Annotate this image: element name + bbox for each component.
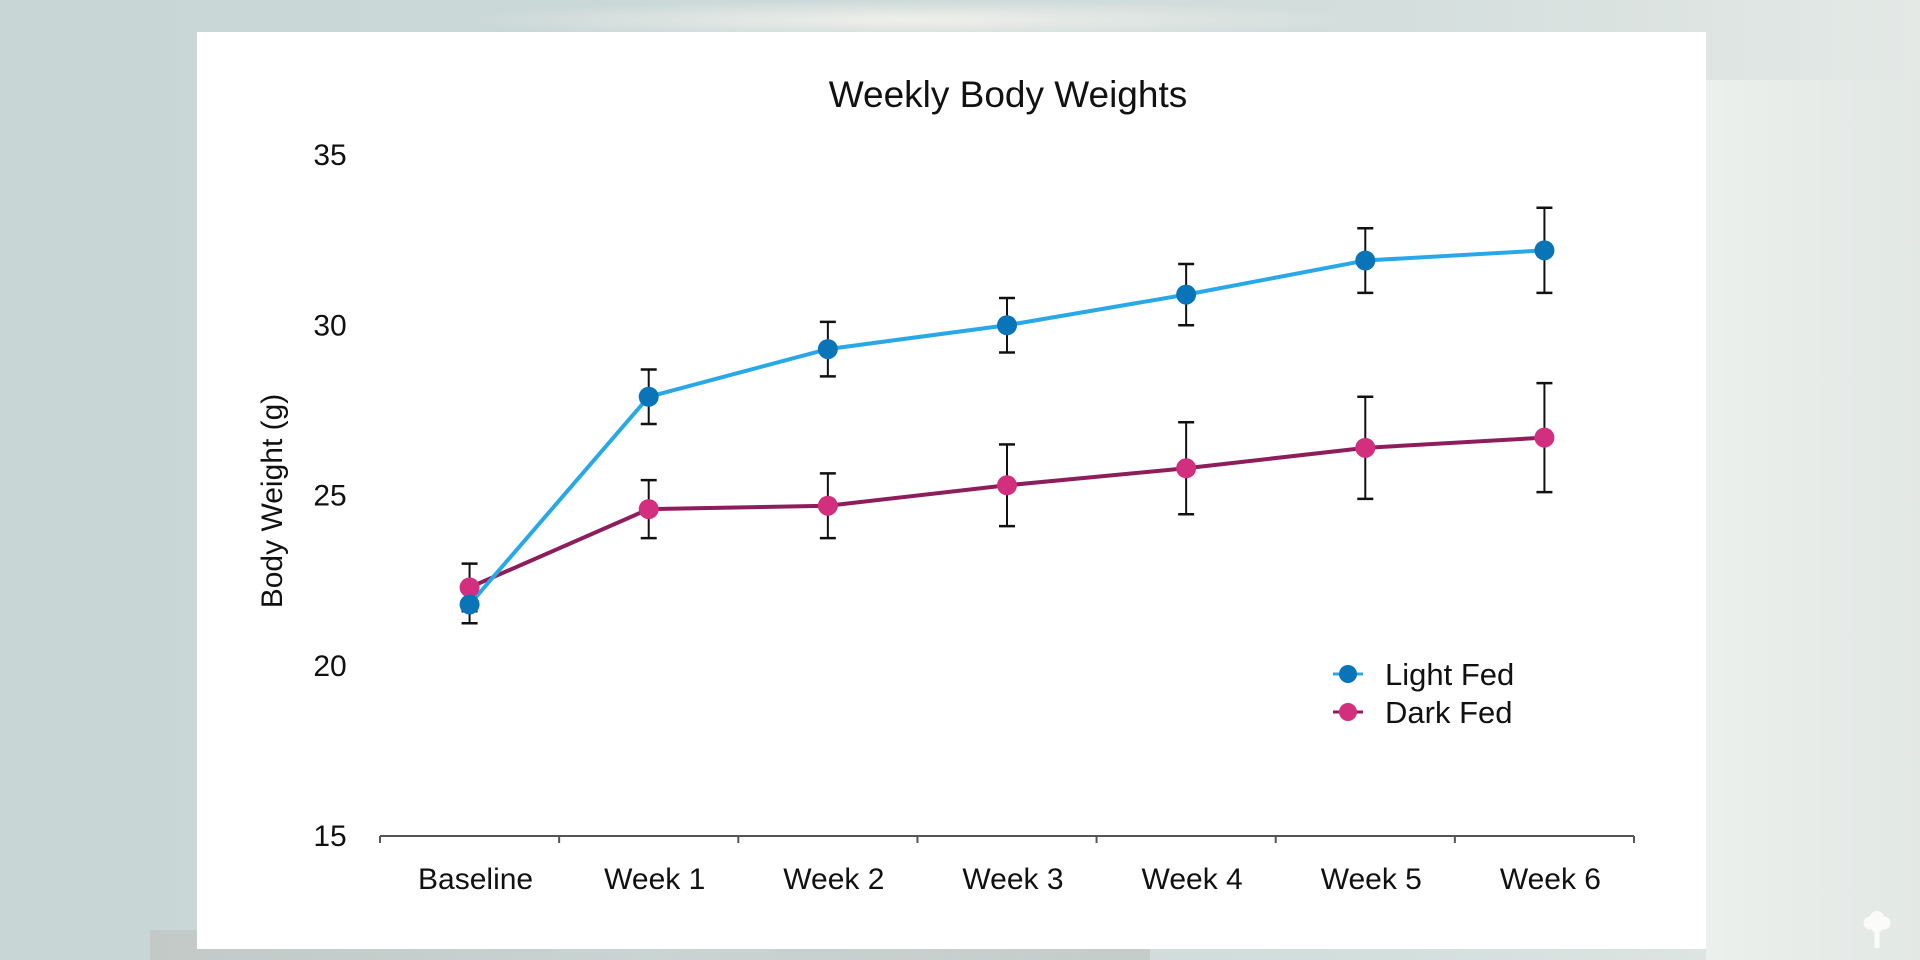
x-tick-labels: Baseline Week 1 Week 2 Week 3 Week 4 Week 5 We… xyxy=(418,863,1601,896)
legend-swatch-marker xyxy=(1339,665,1357,683)
data-point-dark-fed xyxy=(638,499,659,520)
tree-icon xyxy=(1863,911,1891,948)
legend-label: Dark Fed xyxy=(1385,695,1512,730)
series-layer xyxy=(459,206,1555,625)
data-point-light-fed xyxy=(1534,240,1555,261)
data-point-light-fed xyxy=(817,339,838,360)
x-tick-label: Week 1 xyxy=(604,863,705,896)
data-point-dark-fed xyxy=(1534,427,1555,448)
y-tick-labels: 15 20 25 30 35 xyxy=(313,139,346,853)
data-point-dark-fed xyxy=(459,577,480,598)
legend-item-light-fed: Light Fed xyxy=(1333,657,1514,692)
data-point-dark-fed xyxy=(997,475,1017,496)
x-tick-label: Week 6 xyxy=(1500,863,1601,896)
x-axis xyxy=(379,835,1635,843)
x-tick-label: Baseline xyxy=(418,863,533,896)
y-axis-title: Body Weight (g) xyxy=(256,394,289,609)
legend-swatch-marker xyxy=(1339,703,1357,721)
legend-label: Light Fed xyxy=(1385,657,1514,692)
data-point-dark-fed xyxy=(817,495,838,516)
y-tick-label: 20 xyxy=(313,650,346,683)
data-point-light-fed xyxy=(459,594,480,615)
data-point-light-fed xyxy=(997,315,1017,336)
series-markers xyxy=(459,240,1555,615)
x-tick-label: Week 2 xyxy=(783,863,884,896)
data-point-dark-fed xyxy=(1355,437,1376,458)
y-tick-label: 25 xyxy=(313,480,346,513)
data-point-light-fed xyxy=(1176,284,1197,305)
data-point-light-fed xyxy=(1355,250,1376,271)
x-tick-label: Week 5 xyxy=(1321,863,1422,896)
x-tick-label: Week 3 xyxy=(962,863,1063,896)
y-tick-label: 35 xyxy=(313,139,346,172)
chart-title: Weekly Body Weights xyxy=(829,74,1188,115)
background-glow-right xyxy=(1706,80,1920,960)
data-point-dark-fed xyxy=(1176,458,1197,479)
legend-item-dark-fed: Dark Fed xyxy=(1333,695,1512,730)
y-tick-label: 30 xyxy=(313,309,346,342)
x-tick-label: Week 4 xyxy=(1142,863,1243,896)
y-tick-label: 15 xyxy=(313,820,346,853)
error-bars xyxy=(461,206,1553,625)
data-point-light-fed xyxy=(638,386,659,407)
